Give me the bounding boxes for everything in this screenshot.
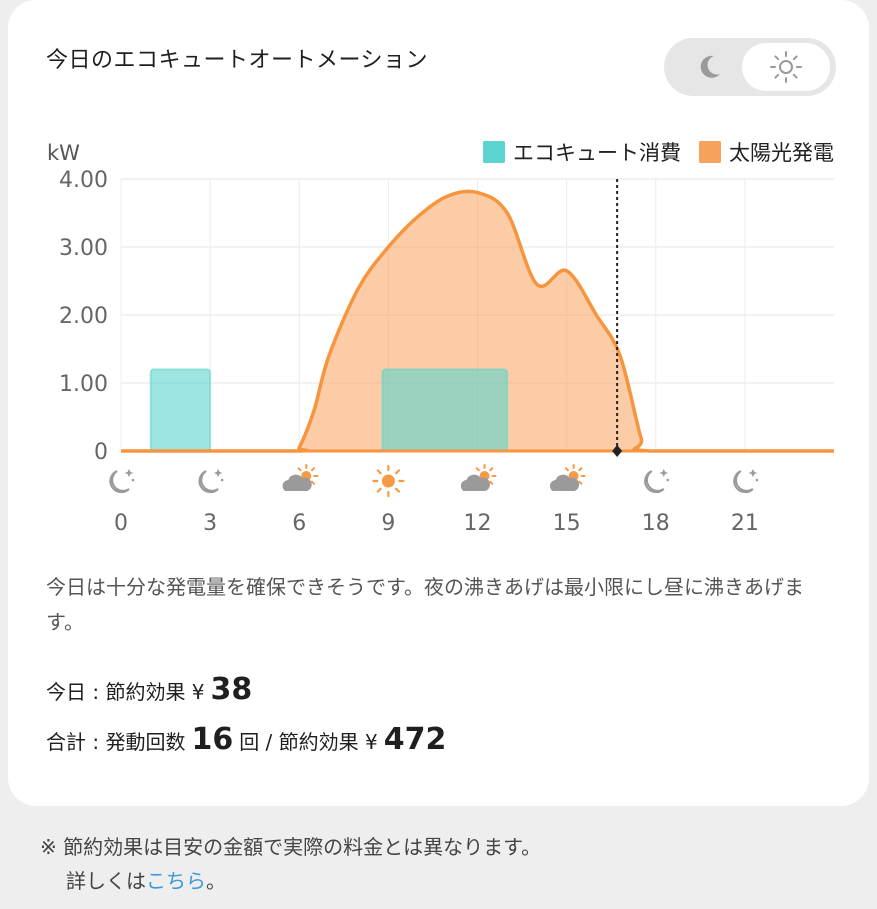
moon-stars-icon [644,469,670,494]
chart-svg: kW 4.00 3.00 2.00 1.00 0 0 3 6 9 12 15 18 21 [47,141,834,536]
moon-icon [700,55,720,78]
moon-stars-icon [733,469,759,494]
total-amount: 472 [383,722,447,757]
cloud-sun-icon [460,464,497,491]
footnote: ※ 節約効果は目安の金額で実際の料金とは異なります。 詳しくはこちら。 [40,830,541,898]
legend-label-ecocute: エコキュート消費 [513,141,681,165]
today-savings: 今日 : 節約効果 ¥ 38 [46,672,452,722]
x-tick-label: 18 [642,511,670,536]
sun-icon [770,51,802,83]
x-tick-label: 0 [114,511,128,536]
y-tick-label: 0 [94,440,108,465]
footnote-line-2: 詳しくはこちら。 [40,864,541,898]
page-title: 今日のエコキュートオートメーション [46,48,429,73]
y-tick-label: 1.00 [59,372,108,397]
y-unit-label: kW [47,141,80,165]
moon-stars-icon [109,469,135,494]
y-tick-label: 3.00 [59,236,108,261]
legend-item-solar: 太陽光発電 [699,137,834,167]
energy-chart: kW 4.00 3.00 2.00 1.00 0 0 3 6 9 12 15 18 21 [8,0,869,560]
total-count: 16 [191,722,234,757]
x-tick-label: 3 [203,511,217,536]
x-tick-label: 12 [464,511,492,536]
chart-legend: エコキュート消費 太陽光発電 [465,137,834,167]
forecast-description: 今日は十分な発電量を確保できそうです。夜の沸きあげは最小限にし昼に沸きあげます。 [46,575,804,634]
total-label: 合計 : 発動回数 [46,730,186,754]
cloud-sun-icon [282,464,319,491]
x-tick-label: 6 [292,511,306,536]
y-tick-label: 4.00 [59,168,108,193]
theme-toggle[interactable] [664,38,836,96]
total-count-unit: 回 / 節約効果 ¥ [239,730,378,754]
total-savings: 合計 : 発動回数 16 回 / 節約効果 ¥ 472 [46,722,452,772]
legend-label-solar: 太陽光発電 [729,141,834,165]
savings-stats: 今日 : 節約効果 ¥ 38 合計 : 発動回数 16 回 / 節約効果 ¥ 4… [46,672,452,772]
legend-swatch-solar [699,141,721,163]
dark-mode-button[interactable] [674,42,744,92]
cloud-sun-icon [549,464,586,491]
ecocute-bar [149,368,212,452]
legend-swatch-ecocute [483,141,505,163]
today-label: 今日 : 節約効果 ¥ [46,680,205,704]
today-amount: 38 [210,672,253,707]
solar-line [120,189,834,453]
footnote-suffix: 。 [206,869,226,893]
current-time-marker [612,445,623,457]
x-tick-label: 9 [381,511,395,536]
automation-card: 今日のエコキュートオートメーション kW 4.00 3.00 2.00 1.00 0 0 3 6… [8,0,869,806]
legend-item-ecocute: エコキュート消費 [483,137,681,167]
y-tick-label: 2.00 [59,304,108,329]
x-tick-label: 15 [553,511,581,536]
x-tick-label: 21 [731,511,759,536]
footnote-line-1: ※ 節約効果は目安の金額で実際の料金とは異なります。 [40,835,542,859]
solar-area [121,191,834,451]
sun-icon [372,464,405,498]
light-mode-button[interactable] [742,43,830,91]
details-link[interactable]: こちら [146,869,206,893]
moon-stars-icon [198,469,224,494]
footnote-prefix: 詳しくは [66,869,146,893]
ecocute-bar [381,368,509,452]
